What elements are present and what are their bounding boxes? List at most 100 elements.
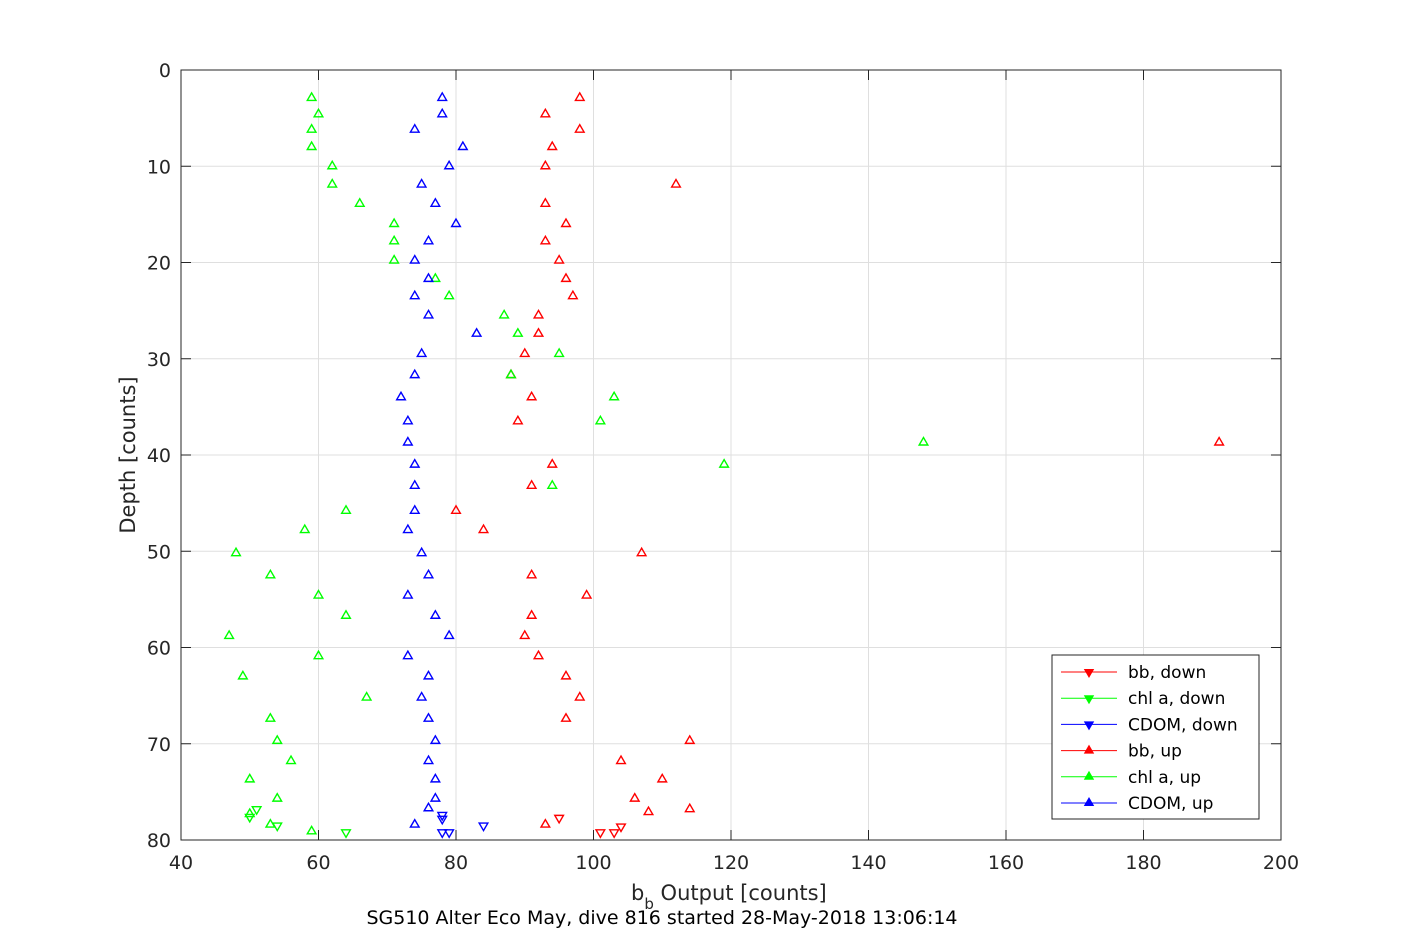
data-point — [388, 234, 400, 245]
data-point — [629, 792, 641, 802]
data-point — [402, 523, 414, 534]
data-point — [402, 589, 414, 599]
data-point — [409, 368, 421, 379]
data-point — [539, 818, 551, 828]
legend-label: bb, up — [1128, 742, 1182, 762]
data-point — [409, 818, 421, 828]
data-point — [443, 629, 455, 640]
data-point — [409, 479, 421, 489]
data-point — [409, 289, 421, 300]
x-tick-label: 140 — [850, 852, 886, 874]
data-point — [416, 347, 428, 358]
x-tick-label: 200 — [1263, 852, 1299, 874]
data-point — [223, 629, 235, 640]
data-point — [436, 815, 448, 826]
data-point — [574, 691, 586, 701]
y-tick-label: 50 — [147, 541, 171, 563]
x-tick-label: 60 — [306, 852, 330, 874]
dive-info-footer: SG510 Alter Eco May, dive 816 started 28… — [366, 907, 957, 929]
data-point — [312, 589, 325, 599]
data-point — [546, 479, 558, 489]
x-tick-label: 160 — [988, 852, 1024, 874]
data-point — [519, 629, 531, 640]
data-point — [532, 649, 545, 660]
axis-ticks: 40 60 80 100 120 140 160 180 200 0 10 20 30 40 50 60 70 8… — [147, 60, 1299, 874]
data-point — [416, 178, 428, 188]
data-point — [429, 272, 441, 283]
data-point — [615, 754, 627, 765]
data-point — [684, 802, 696, 813]
y-tick-label: 70 — [147, 734, 171, 756]
legend-item: chl a, down — [1061, 689, 1225, 709]
data-point — [526, 568, 538, 579]
legend-marker — [1083, 797, 1095, 806]
legend-marker — [1083, 744, 1095, 754]
data-point — [264, 818, 276, 828]
data-point — [718, 458, 730, 468]
data-point — [560, 217, 572, 228]
data-point — [285, 754, 297, 765]
data-point — [512, 414, 524, 425]
data-point — [422, 272, 435, 283]
data-point — [450, 217, 462, 228]
data-point — [422, 801, 435, 812]
y-tick-label: 30 — [147, 349, 171, 371]
data-point — [409, 504, 421, 515]
legend-item: bb, down — [1061, 663, 1206, 683]
data-point — [312, 107, 325, 118]
legend-label: chl a, down — [1128, 689, 1225, 709]
x-axis-label-subscript: b — [644, 895, 654, 913]
data-point — [594, 829, 606, 839]
legend-label: bb, down — [1128, 663, 1206, 683]
data-point — [526, 479, 538, 489]
data-point — [244, 813, 256, 824]
y-tick-label: 40 — [147, 445, 171, 467]
data-point — [532, 327, 545, 337]
data-point — [636, 546, 648, 557]
data-point — [271, 792, 283, 802]
data-point — [422, 669, 435, 680]
data-point — [670, 178, 682, 188]
data-point — [354, 197, 366, 207]
data-point — [539, 197, 551, 207]
data-point — [326, 178, 338, 188]
data-point — [684, 734, 696, 745]
data-point — [656, 772, 668, 783]
data-point — [581, 589, 593, 599]
data-point — [306, 123, 318, 133]
data-point — [443, 289, 455, 300]
data-point — [436, 829, 448, 839]
data-point — [237, 669, 249, 680]
data-point — [422, 754, 435, 765]
data-point — [457, 140, 469, 151]
data-point — [436, 91, 448, 102]
data-point — [567, 289, 579, 300]
data-point — [416, 691, 428, 701]
x-tick-label: 120 — [713, 852, 749, 874]
data-point — [429, 609, 441, 619]
data-point — [539, 159, 551, 170]
data-point — [560, 272, 572, 283]
data-point — [388, 254, 400, 264]
data-point — [539, 234, 551, 245]
y-tick-label: 20 — [147, 253, 171, 275]
legend-item: chl a, up — [1061, 768, 1201, 788]
y-tick-label: 60 — [147, 638, 171, 660]
data-point — [429, 197, 441, 207]
data-point — [271, 734, 283, 745]
data-point — [546, 458, 558, 468]
series-cdom-down — [436, 811, 490, 839]
x-tick-label: 80 — [444, 852, 468, 874]
data-point — [306, 91, 318, 102]
legend-marker — [1083, 721, 1095, 731]
data-point — [429, 772, 441, 783]
data-point — [608, 390, 620, 401]
x-axis-label-rest: Output [counts] — [654, 881, 827, 905]
data-point — [244, 772, 256, 783]
data-point — [539, 107, 551, 118]
data-point — [230, 546, 242, 557]
data-point — [326, 159, 338, 170]
data-point — [264, 712, 276, 722]
data-point — [477, 822, 490, 832]
data-point — [436, 107, 448, 118]
